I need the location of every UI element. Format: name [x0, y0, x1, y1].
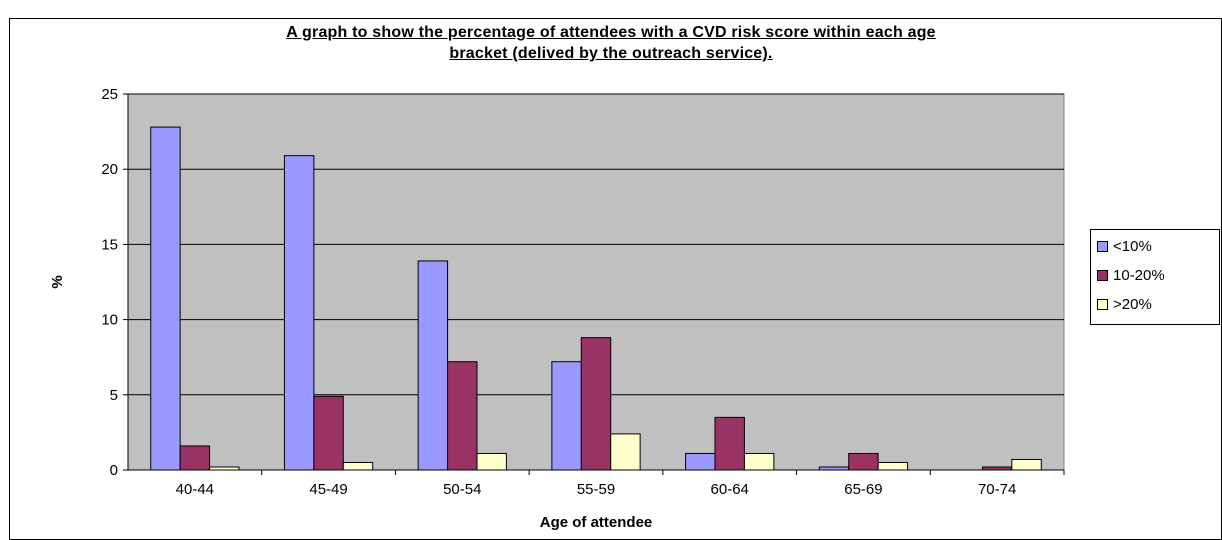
- y-tick-label: 20: [101, 161, 118, 178]
- bar: [981, 466, 1013, 471]
- bar: [580, 337, 612, 471]
- bar: [417, 260, 449, 471]
- x-tick-label: 40-44: [176, 481, 214, 498]
- bar: [476, 452, 507, 471]
- x-axis-title: Age of attendee: [540, 514, 653, 531]
- bar: [610, 433, 641, 471]
- y-tick-label: 15: [101, 236, 118, 253]
- legend-label: >20%: [1113, 295, 1152, 313]
- bar: [848, 452, 879, 471]
- y-tick-label: 0: [110, 462, 118, 479]
- y-axis-title: %: [49, 275, 66, 288]
- bar: [818, 466, 850, 471]
- bar: [150, 126, 181, 471]
- legend-item: 10-20%: [1097, 265, 1165, 285]
- bar: [743, 452, 775, 471]
- x-tick-label: 45-49: [309, 481, 347, 498]
- bar: [1011, 458, 1042, 471]
- legend: <10% 10-20% >20%: [1090, 229, 1220, 325]
- chart-title-line-2: bracket (delived by the outreach service…: [449, 45, 773, 62]
- bar: [313, 395, 344, 471]
- legend-item: <10%: [1097, 236, 1152, 256]
- bar: [714, 416, 745, 471]
- legend-swatch: [1097, 240, 1108, 252]
- legend-swatch: [1097, 298, 1108, 310]
- chart-title-line-1: A graph to show the percentage of attend…: [286, 24, 936, 41]
- chart-title: A graph to show the percentage of attend…: [0, 22, 1222, 64]
- bar: [877, 461, 909, 471]
- bar: [685, 452, 716, 471]
- x-tick-label: 55-59: [577, 481, 615, 498]
- y-tick-label: 25: [101, 86, 118, 103]
- x-tick-label: 70-74: [978, 481, 1016, 498]
- bar: [342, 461, 374, 471]
- x-tick-label: 50-54: [443, 481, 481, 498]
- bar: [283, 155, 315, 471]
- y-tick-label: 10: [101, 312, 118, 329]
- y-tick-label: 5: [110, 387, 118, 404]
- legend-label: <10%: [1113, 237, 1152, 255]
- x-tick-label: 65-69: [844, 481, 882, 498]
- bar: [209, 466, 240, 471]
- bar: [447, 361, 478, 471]
- legend-swatch: [1097, 269, 1108, 281]
- x-tick-label: 60-64: [711, 481, 749, 498]
- legend-item: >20%: [1097, 294, 1152, 314]
- bar: [179, 445, 211, 471]
- bar: [551, 361, 582, 471]
- legend-label: 10-20%: [1113, 266, 1165, 284]
